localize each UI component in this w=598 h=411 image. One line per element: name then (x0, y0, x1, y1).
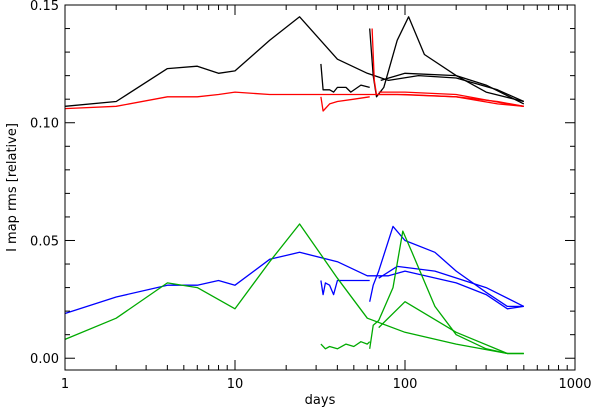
series-line (320, 63, 370, 93)
x-tick-label: 1000 (558, 377, 591, 392)
series-line (64, 16, 525, 107)
y-tick-label: 0.15 (30, 0, 59, 14)
series-line (369, 230, 524, 355)
x-axis-title: days (305, 393, 336, 408)
x-tick-label: 100 (393, 377, 418, 392)
series-line (369, 225, 524, 308)
plot-frame (64, 4, 576, 371)
series-line (378, 265, 525, 307)
y-tick-label: 0.10 (30, 117, 59, 132)
series-line (64, 223, 524, 355)
x-tick-label: 10 (227, 377, 244, 392)
series-line (380, 72, 525, 105)
series-line (371, 28, 524, 107)
y-tick-label: 0.00 (30, 352, 59, 367)
series-line (320, 96, 370, 112)
series-line (320, 279, 370, 296)
series-line (320, 341, 371, 350)
axis-layer: 1 10 100 1000 0.00 0.05 0.10 0.15 (30, 0, 592, 392)
y-axis-title: I map rms [relative] (5, 123, 20, 252)
x-tick-label: 1 (61, 377, 69, 392)
y-tick-label: 0.05 (30, 234, 59, 249)
series-line (378, 301, 524, 355)
series-layer (64, 16, 525, 355)
series-line (378, 91, 524, 107)
